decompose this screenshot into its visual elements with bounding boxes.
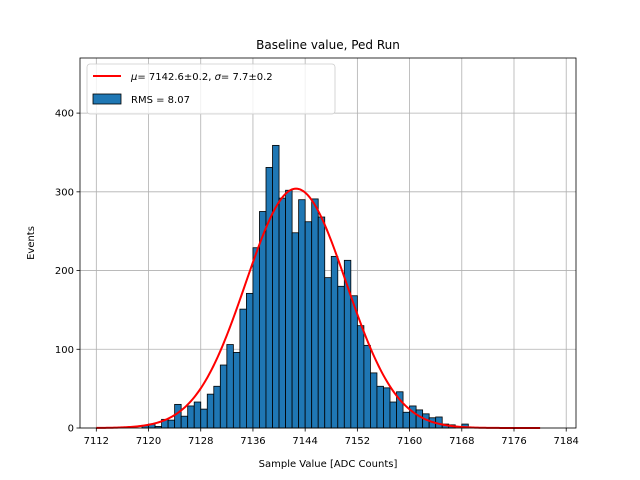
histogram-bar [376,385,384,429]
x-tick-label: 7184 [553,436,578,447]
histogram-bar [219,364,228,429]
histogram-bar [193,401,202,429]
x-axis-ticks: 7112 7120 7128 7136 7144 7152 7160 7168 7176 7184 [84,428,579,447]
histogram-bar [337,285,345,429]
x-tick-label: 7144 [292,436,317,447]
x-tick-label: 7112 [84,436,109,447]
x-axis-label: Sample Value [ADC Counts] [259,459,398,470]
y-tick-label: 200 [55,266,74,277]
histogram-bar [389,401,397,429]
histogram-bar [213,385,221,429]
legend: μ= 7142.6±0.2, σ= 7.7±0.2 RMS = 8.07 [86,63,336,115]
gaussian-fit-curve [96,187,541,429]
histogram-bar [356,325,365,429]
y-tick-label: 0 [68,424,74,435]
histogram-bar [285,189,293,429]
y-tick-label: 100 [55,345,74,356]
y-tick-label: 400 [55,109,74,120]
histogram-bar [278,197,286,429]
legend-fit-label: μ= 7142.6±0.2, σ= 7.7±0.2 [130,72,273,83]
y-axis-label: Events [26,226,37,260]
histogram-bar [304,221,313,429]
histogram-bar [350,295,358,429]
histogram-bar [265,167,273,429]
x-tick-label: 7176 [501,436,526,447]
legend-box [86,63,336,115]
histogram-bar [200,408,208,429]
legend-rms-label: RMS = 8.07 [131,95,190,106]
histogram-bar [239,308,247,429]
legend-sigma-symbol: σ [215,72,222,83]
histogram-bar [415,409,424,429]
histogram-bar [291,232,300,429]
histogram-bar [370,372,378,429]
plot-frame [79,57,577,429]
x-tick-label: 7168 [449,436,474,447]
y-axis-ticks: 0 100 200 300 400 [55,109,80,435]
histogram-bar [324,277,332,429]
histogram-bar [402,411,410,429]
chart-title: Baseline value, Ped Run [256,38,400,52]
histogram-bar [232,352,241,429]
histogram-bar [330,255,339,429]
histogram-bar [226,344,234,429]
legend-sigma-value: = 7.7±0.2 [221,72,273,83]
x-tick-label: 7160 [397,436,422,447]
y-tick-label: 300 [55,187,74,198]
histogram-bar [187,405,195,429]
histogram-bar [206,393,215,429]
histogram-bar [298,199,306,429]
x-tick-label: 7120 [136,436,161,447]
histogram-bar [167,419,176,429]
legend-histogram-swatch [92,93,122,105]
histogram-bar [363,344,371,429]
x-tick-label: 7136 [240,436,265,447]
histogram-bar [252,247,260,429]
legend-mu-value: = 7142.6±0.2, [137,72,214,83]
histogram-bar [180,415,189,429]
histogram-bar [272,144,280,429]
histogram-bar [317,216,326,429]
histogram-bar [246,292,254,429]
x-tick-label: 7152 [345,436,370,447]
histogram-bar [174,403,182,429]
x-tick-label: 7128 [188,436,213,447]
legend-mu-symbol: μ [130,72,137,83]
histogram-bar [311,198,319,429]
histogram-bar [383,387,391,429]
